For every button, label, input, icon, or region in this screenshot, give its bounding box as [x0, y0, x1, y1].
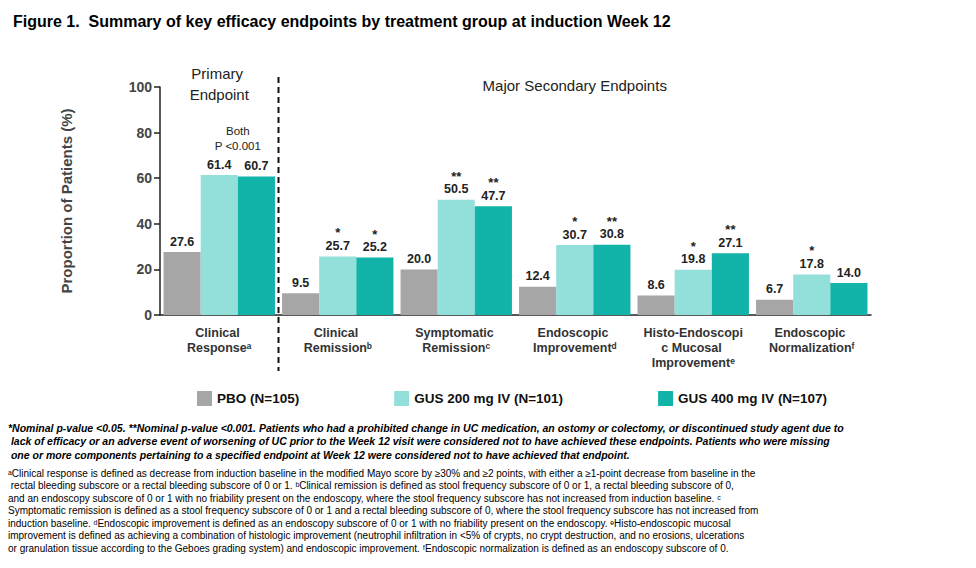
svg-text:Histo-Endoscopi: Histo-Endoscopi [644, 326, 743, 340]
svg-text:lack of efficacy or an adverse: lack of efficacy or an adverse event of … [8, 435, 830, 447]
svg-text:25.7: 25.7 [326, 239, 350, 253]
svg-text:27.6: 27.6 [170, 235, 194, 249]
svg-text:Major Secondary Endpoints: Major Secondary Endpoints [483, 77, 667, 94]
svg-text:47.7: 47.7 [481, 189, 505, 203]
svg-text:80: 80 [136, 125, 152, 141]
svg-text:60: 60 [136, 170, 152, 186]
svg-text:100: 100 [129, 79, 153, 95]
svg-text:14.0: 14.0 [837, 266, 861, 280]
svg-text:19.8: 19.8 [681, 252, 705, 266]
svg-text:ᵃClinical response is defined: ᵃClinical response is defined as decreas… [8, 468, 756, 479]
svg-text:17.8: 17.8 [800, 257, 824, 271]
svg-text:50.5: 50.5 [444, 182, 468, 196]
svg-text:20.0: 20.0 [407, 252, 431, 266]
svg-text:61.4: 61.4 [207, 158, 231, 172]
svg-text:9.5: 9.5 [292, 276, 309, 290]
svg-text:8.6: 8.6 [647, 278, 664, 292]
svg-text:one or more components pertain: one or more components pertaining to a s… [8, 449, 630, 461]
svg-text:12.4: 12.4 [525, 269, 549, 283]
svg-text:Proportion of Patients (%): Proportion of Patients (%) [58, 109, 75, 294]
svg-text:6.7: 6.7 [766, 282, 783, 296]
svg-text:c Mucosal: c Mucosal [661, 341, 725, 355]
svg-text:Remissionᶜ: Remissionᶜ [422, 341, 490, 355]
svg-text:Both: Both [226, 125, 250, 137]
svg-text:Improvementᵉ: Improvementᵉ [652, 356, 735, 370]
svg-text:Endoscopic: Endoscopic [538, 326, 612, 340]
svg-text:60.7: 60.7 [244, 159, 268, 173]
svg-text:induction baseline. ᵈEndoscopi: induction baseline. ᵈEndoscopic improvem… [8, 518, 734, 529]
svg-text:GUS 400 mg IV (N=107): GUS 400 mg IV (N=107) [678, 391, 827, 406]
svg-text:PBO (N=105): PBO (N=105) [217, 391, 299, 406]
svg-text:40: 40 [136, 216, 152, 232]
svg-text:Normalizationᶠ: Normalizationᶠ [769, 341, 855, 355]
svg-text:and an endoscopy subscore of 0: and an endoscopy subscore of 0 or 1 with… [8, 493, 721, 504]
svg-text:Endoscopic: Endoscopic [775, 326, 849, 340]
svg-text:Improvementᵈ: Improvementᵈ [533, 341, 616, 355]
svg-text:improvement is defined as achi: improvement is defined as achieving a co… [8, 530, 747, 541]
svg-text:0: 0 [144, 307, 152, 323]
svg-text:27.1: 27.1 [718, 236, 742, 250]
svg-text:20: 20 [136, 261, 152, 277]
svg-text:*Nominal p-value <0.05. **Nomi: *Nominal p-value <0.05. **Nominal p-valu… [8, 422, 844, 434]
svg-text:Clinical: Clinical [195, 326, 243, 340]
svg-text:Clinical: Clinical [314, 326, 362, 340]
svg-text:rectal bleeding subscore or a: rectal bleeding subscore or a rectal ble… [8, 480, 737, 491]
svg-text:25.2: 25.2 [363, 240, 387, 254]
svg-text:30.7: 30.7 [563, 228, 587, 242]
svg-text:Responseᵃ: Responseᵃ [187, 341, 252, 355]
svg-text:Symptomatic remission is defin: Symptomatic remission is defined as a st… [8, 505, 761, 516]
svg-text:Figure 1. Summary of key effi: Figure 1. Summary of key efficacy endpoi… [13, 13, 671, 30]
svg-text:Primary: Primary [191, 65, 247, 82]
svg-text:or granulation tissue accordin: or granulation tissue according to the G… [8, 543, 728, 554]
svg-text:Symptomatic: Symptomatic [415, 326, 497, 340]
svg-text:30.8: 30.8 [600, 227, 624, 241]
svg-text:GUS 200 mg IV (N=101): GUS 200 mg IV (N=101) [414, 391, 563, 406]
svg-text:Remissionᵇ: Remissionᵇ [304, 341, 372, 355]
svg-text:P <0.001: P <0.001 [215, 140, 261, 152]
svg-text:Endpoint: Endpoint [190, 86, 250, 103]
